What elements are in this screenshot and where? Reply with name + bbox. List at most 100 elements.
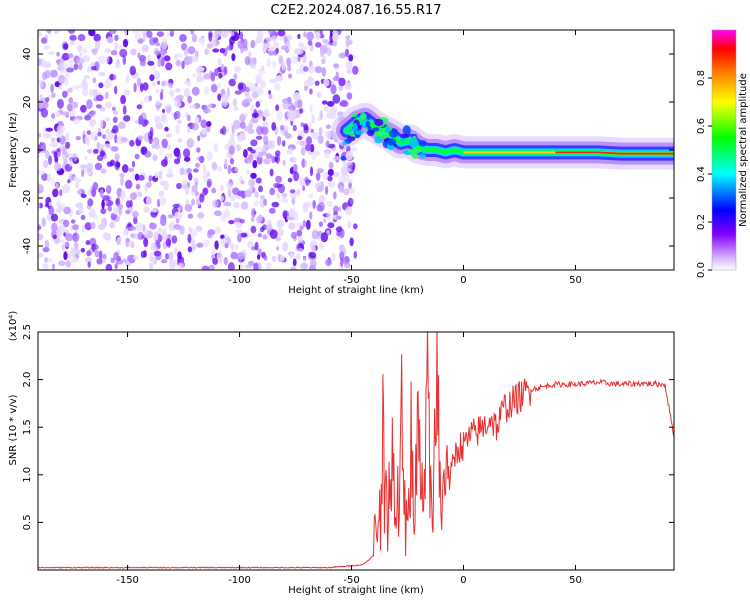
noise-speck	[296, 229, 303, 237]
noise-speck	[317, 135, 324, 145]
noise-speck	[281, 140, 286, 147]
noise-speck	[166, 173, 174, 178]
noise-speck	[176, 53, 184, 58]
noise-speck	[122, 105, 127, 115]
noise-speck	[332, 94, 341, 104]
noise-speck	[95, 40, 101, 50]
noise-speck	[144, 150, 152, 158]
noise-speck	[280, 255, 285, 262]
noise-speck	[87, 261, 91, 268]
noise-speck	[146, 30, 153, 39]
noise-speck	[223, 201, 232, 207]
noise-speck	[138, 174, 145, 181]
noise-speck	[193, 168, 199, 173]
noise-speck	[64, 241, 70, 248]
noise-speck	[224, 158, 228, 168]
noise-speck	[191, 122, 199, 131]
noise-speck	[197, 212, 205, 219]
noise-speck	[186, 114, 191, 122]
noise-speck	[55, 111, 61, 117]
noise-speck	[98, 250, 103, 260]
noise-speck	[132, 210, 139, 218]
noise-speck	[51, 263, 56, 270]
noise-speck	[282, 159, 286, 166]
noise-speck	[234, 167, 238, 172]
noise-speck	[331, 252, 336, 262]
signal-blob	[340, 156, 347, 161]
noise-speck	[43, 159, 49, 169]
noise-speck	[72, 118, 81, 125]
noise-speck	[91, 110, 97, 116]
noise-speck	[76, 57, 85, 65]
noise-speck	[63, 77, 69, 87]
noise-speck	[134, 173, 140, 181]
noise-speck	[271, 155, 276, 164]
noise-speck	[191, 55, 199, 63]
noise-speck	[223, 66, 228, 76]
noise-speck	[275, 236, 281, 242]
noise-speck	[322, 217, 327, 224]
noise-speck	[167, 32, 170, 37]
noise-speck	[98, 82, 104, 89]
noise-speck	[81, 169, 85, 177]
snr-background	[38, 332, 674, 570]
noise-speck	[251, 91, 259, 99]
noise-speck	[233, 73, 238, 81]
noise-speck	[318, 126, 323, 136]
noise-speck	[263, 135, 269, 145]
noise-speck	[240, 180, 245, 185]
noise-speck	[98, 55, 106, 64]
noise-speck	[235, 143, 241, 151]
noise-speck	[56, 124, 62, 135]
noise-speck	[183, 148, 191, 158]
noise-speck	[193, 177, 200, 182]
noise-speck	[250, 39, 256, 49]
noise-speck	[186, 138, 195, 148]
noise-speck	[257, 151, 263, 158]
noise-speck	[277, 30, 286, 37]
noise-speck	[80, 247, 86, 253]
noise-speck	[82, 47, 88, 54]
noise-speck	[221, 93, 229, 104]
noise-speck	[272, 60, 277, 69]
noise-speck	[231, 53, 236, 62]
noise-speck	[276, 192, 281, 200]
noise-speck	[128, 240, 133, 247]
noise-speck	[212, 48, 220, 53]
noise-speck	[61, 203, 66, 209]
noise-speck	[148, 135, 153, 145]
noise-speck	[104, 101, 112, 109]
noise-speck	[38, 132, 42, 138]
noise-speck	[276, 219, 285, 229]
noise-speck	[256, 125, 264, 135]
noise-speck	[189, 104, 197, 109]
noise-speck	[41, 173, 49, 181]
noise-speck	[70, 247, 76, 257]
noise-speck	[133, 82, 137, 93]
noise-speck	[321, 100, 328, 105]
noise-speck	[154, 115, 161, 125]
noise-speck	[65, 141, 71, 149]
noise-speck	[247, 82, 255, 90]
noise-speck	[72, 224, 79, 231]
noise-speck	[39, 81, 44, 88]
spectrogram-y-ticks: -40 -20 0 20 40	[22, 48, 674, 254]
noise-speck	[98, 71, 106, 77]
noise-speck	[113, 85, 118, 95]
noise-speck	[114, 34, 119, 41]
signal-blob	[389, 128, 399, 138]
noise-speck	[62, 219, 70, 228]
noise-speck	[196, 242, 204, 248]
noise-speck	[227, 262, 235, 270]
noise-speck	[203, 85, 209, 96]
noise-speck	[342, 162, 348, 167]
noise-speck	[306, 31, 314, 41]
noise-speck	[88, 89, 96, 97]
noise-speck	[125, 200, 132, 208]
noise-speck	[237, 135, 243, 143]
noise-speck	[280, 197, 289, 203]
noise-speck	[230, 242, 235, 250]
signal-blob	[409, 138, 419, 148]
noise-speck	[296, 243, 300, 251]
noise-speck	[265, 42, 272, 48]
